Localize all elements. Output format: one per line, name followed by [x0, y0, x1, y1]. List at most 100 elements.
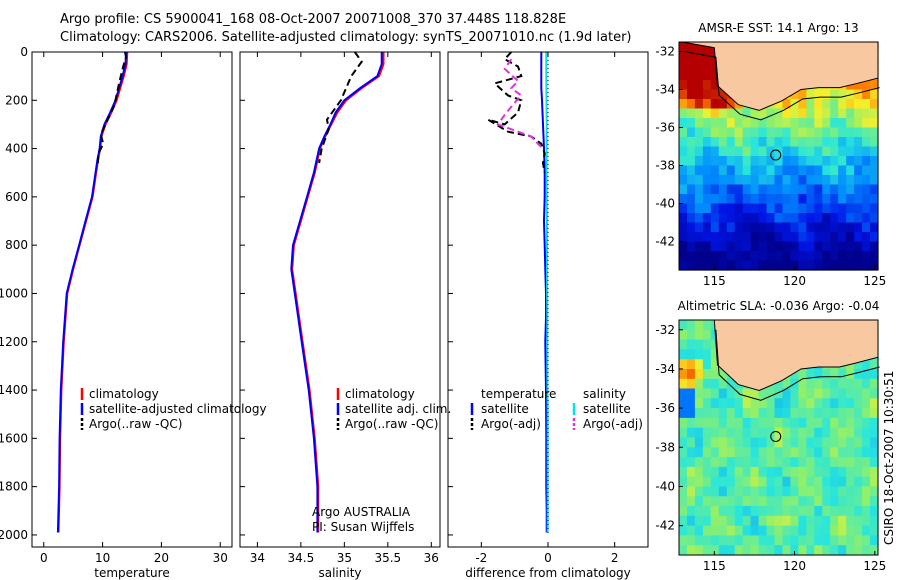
- field-cell: [766, 437, 776, 448]
- sst-map-panel: AMSR-E SST: 14.1 Argo: 13 115 120 125 -32 -34…: [655, 21, 886, 288]
- field-cell: [854, 251, 863, 262]
- field-cell: [870, 251, 879, 262]
- field-cell: [718, 535, 728, 546]
- field-cell: [838, 222, 847, 233]
- field-cell: [870, 515, 879, 527]
- temperature-panel: 0 10 20 30 0 200 400 600 800 1000 1200 1400 1600 1800…: [0, 45, 267, 580]
- field-cell: [718, 213, 728, 224]
- field-cell: [726, 241, 736, 252]
- field-cell: [742, 506, 752, 517]
- field-cell: [798, 515, 807, 527]
- field-cell: [846, 137, 855, 148]
- legend-header-salinity: salinity: [583, 387, 626, 401]
- field-cell: [750, 137, 760, 148]
- field-cell: [838, 545, 847, 556]
- field-cell: [862, 496, 871, 507]
- field-cell: [798, 175, 807, 186]
- field-cell: [814, 496, 823, 507]
- field-cell: [854, 525, 863, 536]
- field-cell: [694, 427, 704, 439]
- field-cell: [774, 466, 784, 478]
- field-cell: [710, 80, 720, 91]
- profile-location-marker: [770, 149, 782, 161]
- field-cell: [782, 515, 792, 527]
- field-cell: [702, 545, 712, 556]
- field-cell: [862, 525, 871, 536]
- field-cell: [718, 466, 728, 478]
- field-cell: [710, 466, 720, 478]
- field-cell: [782, 476, 792, 488]
- field-cell: [679, 156, 688, 167]
- field-cell: [790, 184, 799, 195]
- field-cell: [838, 127, 847, 138]
- field-cell: [854, 137, 863, 148]
- field-cell: [782, 194, 792, 205]
- field-cell: [798, 260, 807, 271]
- field-cell: [814, 388, 823, 399]
- field-cell: [734, 506, 744, 517]
- field-cell: [726, 165, 736, 176]
- field-cell: [814, 203, 823, 214]
- field-cell: [814, 222, 823, 233]
- field-cell: [726, 398, 736, 409]
- field-cell: [814, 232, 823, 243]
- field-cell: [758, 466, 768, 478]
- field-cell: [742, 203, 752, 214]
- field-cell: [694, 525, 704, 536]
- field-cell: [758, 251, 768, 262]
- field-cell: [862, 369, 871, 380]
- field-cell: [782, 417, 792, 429]
- field-cell: [814, 535, 823, 546]
- field-cell: [870, 369, 879, 380]
- field-cell: [679, 378, 688, 390]
- field-cell: [742, 146, 752, 157]
- field-cell: [790, 194, 799, 205]
- field-cell: [822, 457, 831, 468]
- field-cell: [830, 175, 839, 186]
- field-cell: [798, 203, 807, 214]
- field-cell: [679, 496, 688, 507]
- field-cell: [718, 89, 728, 100]
- field-cell: [806, 213, 815, 224]
- field-cell: [758, 457, 768, 468]
- field-cell: [814, 476, 823, 488]
- field-cell: [718, 506, 728, 517]
- y-tick-label: -32: [655, 45, 675, 59]
- field-cell: [694, 437, 704, 448]
- field-cell: [694, 378, 704, 390]
- field-cell: [710, 378, 720, 390]
- field-cell: [766, 447, 776, 458]
- field-cell: [790, 457, 799, 468]
- field-cell: [782, 378, 792, 390]
- field-cell: [687, 437, 696, 448]
- field-cell: [679, 51, 688, 62]
- field-cell: [734, 156, 744, 167]
- field-cell: [838, 369, 847, 380]
- field-cell: [726, 545, 736, 556]
- field-cell: [822, 398, 831, 409]
- field-cell: [702, 137, 712, 148]
- field-cell: [790, 545, 799, 556]
- field-cell: [758, 203, 768, 214]
- field-cell: [870, 146, 879, 157]
- field-cell: [702, 369, 712, 380]
- field-cell: [854, 99, 863, 110]
- field-cell: [702, 427, 712, 439]
- field-cell: [862, 241, 871, 252]
- field-cell: [687, 496, 696, 507]
- field-cell: [734, 222, 744, 233]
- y-tick-label: 1400: [0, 383, 28, 397]
- field-cell: [766, 466, 776, 478]
- field-cell: [679, 194, 688, 205]
- field-cell: [694, 222, 704, 233]
- field-cell: [798, 535, 807, 546]
- field-cell: [710, 118, 720, 129]
- field-cell: [870, 127, 879, 138]
- field-cell: [838, 457, 847, 468]
- field-cell: [814, 378, 823, 390]
- x-tick-label: 35.5: [374, 551, 401, 565]
- field-cell: [734, 137, 744, 148]
- legend-label-climatology: climatology: [345, 387, 415, 401]
- legend-label-argo-adj: Argo(-adj): [583, 417, 643, 431]
